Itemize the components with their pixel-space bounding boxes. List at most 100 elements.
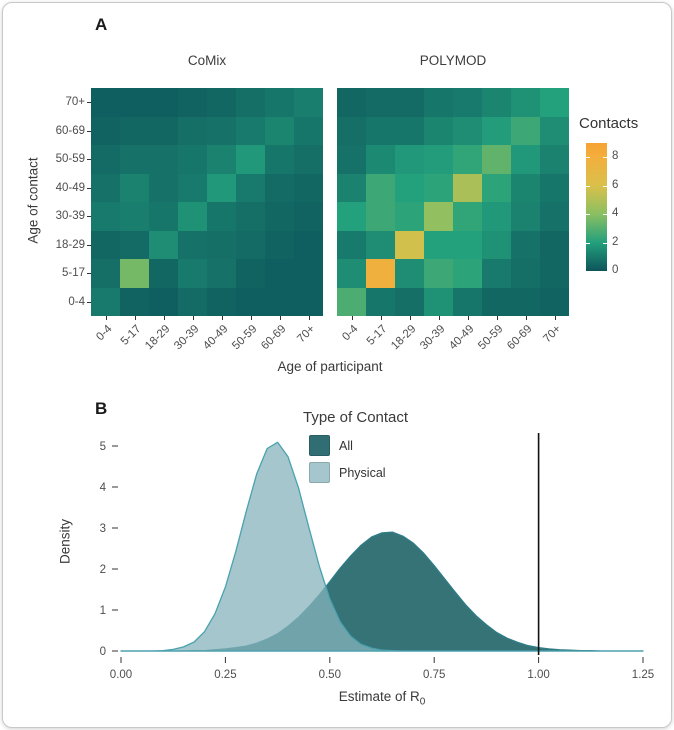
heatmap-cell xyxy=(178,88,207,117)
heatmap-cell xyxy=(395,230,424,259)
x-axis-tick xyxy=(554,316,556,320)
x-axis-tick xyxy=(221,316,223,320)
contacts-colorbar-tick xyxy=(603,242,607,244)
heatmap-cell xyxy=(540,145,569,174)
all-swatch xyxy=(309,435,330,456)
x-axis-tick xyxy=(134,316,136,320)
legend-item-all-label: All xyxy=(339,438,353,453)
y-tick-label: 0 xyxy=(100,646,106,658)
x-axis-tick-label: 50-59 xyxy=(475,323,505,353)
x-axis-title-subscript: 0 xyxy=(419,696,426,708)
heatmap-cell xyxy=(337,230,366,259)
heatmap-cell xyxy=(236,202,265,231)
heatmap-cell xyxy=(120,202,149,231)
y-axis-tick xyxy=(87,159,91,160)
heatmap-cell xyxy=(482,145,511,174)
x-tick-label: 0.75 xyxy=(423,669,445,681)
heatmap-cell xyxy=(236,230,265,259)
x-axis-tick-label: 30-39 xyxy=(417,323,447,353)
heatmap-cell xyxy=(207,145,236,174)
contacts-colorbar-tick xyxy=(586,157,590,159)
heatmap-cell xyxy=(453,202,482,231)
heatmap-cell xyxy=(366,116,395,145)
panel-b-label: B xyxy=(95,399,108,418)
heatmap-cell xyxy=(540,173,569,202)
y-tick-label: 1 xyxy=(100,605,106,617)
x-tick-label: 0.50 xyxy=(319,669,341,681)
heatmap-cell xyxy=(482,202,511,231)
heatmap-cell xyxy=(540,230,569,259)
contacts-colorbar-tick xyxy=(586,185,590,187)
heatmap-cell xyxy=(366,88,395,117)
heatmap-cell xyxy=(424,259,453,288)
heatmap-cell xyxy=(120,116,149,145)
heatmap-cell xyxy=(207,230,236,259)
heatmap-cell xyxy=(91,145,120,174)
heatmap-cell xyxy=(337,202,366,231)
heatmap-cell xyxy=(265,202,294,231)
heatmap-cell xyxy=(540,202,569,231)
heatmap-cell xyxy=(265,145,294,174)
heatmap-cell xyxy=(149,173,178,202)
heatmap-cell xyxy=(178,116,207,145)
comix-title: CoMix xyxy=(187,53,227,68)
heatmap-cell xyxy=(91,173,120,202)
y-tick-label: 3 xyxy=(100,523,106,535)
density-plot: 0.00 0.25 0.50 0.75 1.00 1.25 0 1 2 3 4 5 xyxy=(100,433,654,681)
heatmap-cell xyxy=(337,88,366,117)
heatmap-cell xyxy=(91,202,120,231)
density-curve-physical xyxy=(120,441,644,652)
heatmap-cell xyxy=(366,230,395,259)
heatmap-cell xyxy=(236,116,265,145)
heatmap-cell xyxy=(366,173,395,202)
heatmap-cell xyxy=(207,202,236,231)
polymod-title: POLYMOD xyxy=(419,53,487,68)
x-axis-tick-label: 0-4 xyxy=(93,323,114,344)
x-tick-label: 1.25 xyxy=(632,669,654,681)
heatmap-cell xyxy=(207,259,236,288)
contacts-colorbar-tick-label: 8 xyxy=(612,150,619,163)
x-axis-tick-label: 0-4 xyxy=(339,323,360,344)
heatmap-cell xyxy=(511,230,540,259)
heatmap-cell xyxy=(120,287,149,316)
heatmap-cell xyxy=(453,287,482,316)
heatmap-cell xyxy=(294,259,323,288)
y-axis-tick xyxy=(87,130,91,132)
heatmap-cell xyxy=(482,259,511,288)
heatmap-cell xyxy=(395,88,424,117)
heatmap-cell xyxy=(337,259,366,288)
heatmap-cell xyxy=(540,116,569,145)
contact-type-legend: Type of Contact All Physical xyxy=(303,409,473,489)
x-axis-title-age-of-participant: Age of participant xyxy=(277,359,383,374)
y-axis-tick-label: 50-59 xyxy=(55,153,85,165)
x-tick-label: 0.25 xyxy=(214,669,236,681)
y-axis-tick-label: 40-49 xyxy=(55,181,85,194)
contacts-colorbar-tick xyxy=(603,214,607,216)
x-axis-tick-label: 60-69 xyxy=(504,323,534,353)
x-tick-label: 0.00 xyxy=(110,669,132,681)
heatmap-cell xyxy=(294,287,323,316)
heatmap-cell xyxy=(236,173,265,202)
heatmap-cell xyxy=(236,145,265,174)
heatmap-cell xyxy=(395,202,424,231)
heatmap-cell xyxy=(453,116,482,145)
heatmap-cell xyxy=(91,259,120,288)
heatmap-cell xyxy=(337,145,366,174)
heatmap-cell xyxy=(294,202,323,231)
heatmap-cell xyxy=(178,202,207,231)
heatmap-cell xyxy=(294,88,323,117)
y-axis-tick-label: 30-39 xyxy=(55,210,85,222)
heatmap-cell xyxy=(511,202,540,231)
heatmap-cell xyxy=(294,145,323,174)
heatmap-cell xyxy=(395,287,424,316)
heatmap-cell xyxy=(265,88,294,117)
heatmap-cell xyxy=(540,259,569,288)
heatmap-cell xyxy=(424,287,453,316)
heatmap-cell xyxy=(395,259,424,288)
heatmap-cell xyxy=(424,116,453,145)
heatmap-cell xyxy=(207,287,236,316)
heatmap-cell xyxy=(395,173,424,202)
contacts-colorbar-tick-label: 4 xyxy=(612,207,619,220)
heatmap-cell xyxy=(366,287,395,316)
heatmap-cell xyxy=(337,173,366,202)
